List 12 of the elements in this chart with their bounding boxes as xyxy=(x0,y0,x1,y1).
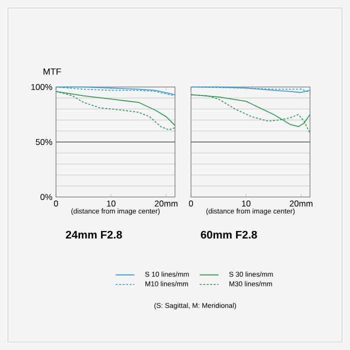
x-tick-label: 20mm xyxy=(154,200,178,207)
y-tick-label: 100% xyxy=(31,84,52,90)
x-tick-label: 20mm xyxy=(290,200,312,207)
x-tick-label: 0 xyxy=(188,200,194,207)
y-tick-label: 50% xyxy=(36,138,52,145)
x-tick-label: 0 xyxy=(54,200,58,207)
x-tick-label: 10 xyxy=(242,200,250,207)
y-axis-title: MTF xyxy=(44,68,62,75)
y-tick-label: 0% xyxy=(40,194,52,200)
x-tick-label: 10 xyxy=(107,200,116,207)
text: 60mm F2.8 xyxy=(200,230,257,239)
text: 24mm F2.8 xyxy=(66,230,122,239)
